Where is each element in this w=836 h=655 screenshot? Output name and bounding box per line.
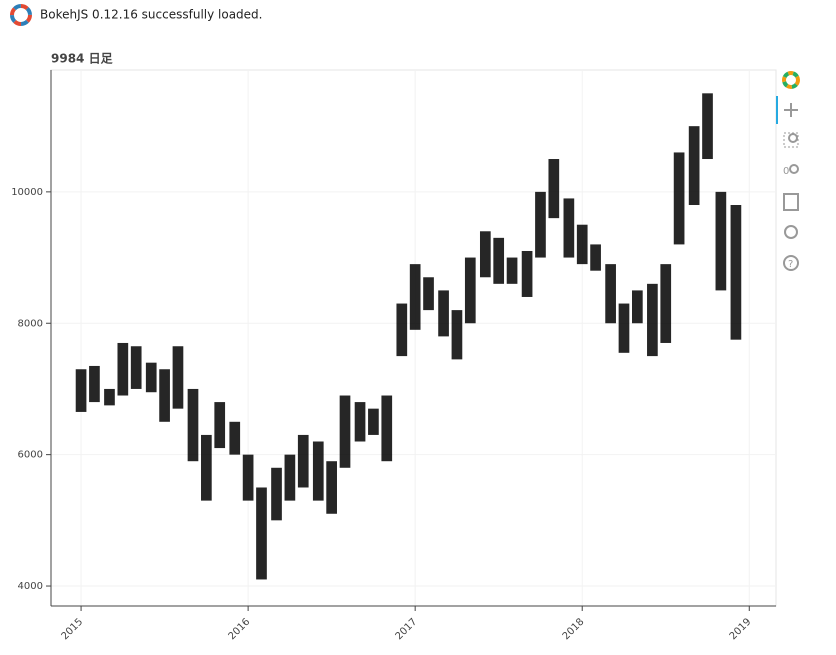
x-tick-label: 2018 (561, 616, 587, 642)
price-range (647, 283, 658, 357)
price-range (75, 369, 87, 412)
price-range (438, 290, 449, 337)
price-range (326, 461, 337, 514)
price-range (576, 224, 588, 265)
price-range (339, 395, 351, 468)
x-tick-label: 2015 (60, 616, 86, 642)
price-range (354, 402, 366, 442)
price-range (271, 467, 282, 521)
price-range (673, 152, 685, 245)
price-range (548, 159, 560, 219)
x-tick-label: 2019 (728, 616, 754, 642)
svg-text:0: 0 (783, 166, 789, 177)
wheel-zoom-tool[interactable]: 0 (783, 164, 799, 177)
price-range (423, 277, 434, 311)
svg-text:?: ? (788, 259, 793, 270)
price-range (104, 388, 115, 406)
y-tick-label: 10000 (11, 187, 43, 198)
price-range (229, 421, 241, 455)
price-range (284, 454, 296, 501)
price-range (256, 487, 267, 580)
box-zoom-tool[interactable] (783, 132, 799, 148)
price-range (715, 191, 727, 291)
pan-tool[interactable] (784, 103, 798, 117)
price-range (214, 402, 226, 449)
price-range (464, 257, 476, 324)
y-tick-label: 4000 (18, 581, 43, 592)
price-range (201, 434, 212, 501)
price-range (451, 310, 463, 360)
toolbar: 0 ? (776, 71, 800, 271)
bokeh-logo (10, 4, 32, 26)
price-range (493, 237, 505, 284)
price-range (117, 342, 129, 396)
price-range (297, 434, 309, 488)
price-range (159, 369, 170, 422)
price-range (396, 303, 408, 357)
chart-title: 9984 日足 (51, 52, 113, 66)
price-range (381, 395, 393, 462)
y-tick-label: 6000 (18, 450, 43, 461)
price-range (632, 290, 643, 324)
price-range (605, 264, 616, 324)
load-message: BokehJS 0.12.16 successfully loaded. (40, 8, 263, 22)
price-range (660, 264, 672, 343)
price-range (730, 205, 742, 340)
price-range (312, 441, 324, 501)
price-range (89, 365, 100, 403)
help-tool[interactable]: ? (783, 255, 799, 271)
price-range (535, 191, 546, 258)
price-range (409, 264, 421, 330)
x-tick-label: 2016 (227, 616, 253, 642)
price-range (172, 346, 184, 409)
price-range (130, 346, 142, 389)
price-range (506, 257, 518, 284)
y-tick-label: 8000 (18, 318, 43, 329)
price-range (688, 126, 700, 206)
reset-tool[interactable] (784, 225, 798, 239)
price-range (479, 231, 491, 278)
price-range (590, 244, 601, 271)
price-range (368, 408, 379, 435)
price-range (618, 303, 630, 353)
price-range (563, 198, 575, 258)
price-range (521, 250, 533, 297)
price-range (145, 362, 157, 393)
x-tick-label: 2017 (394, 616, 420, 642)
price-range (702, 93, 713, 160)
price-range (242, 454, 254, 501)
save-tool[interactable] (783, 193, 799, 211)
price-range (187, 388, 199, 462)
